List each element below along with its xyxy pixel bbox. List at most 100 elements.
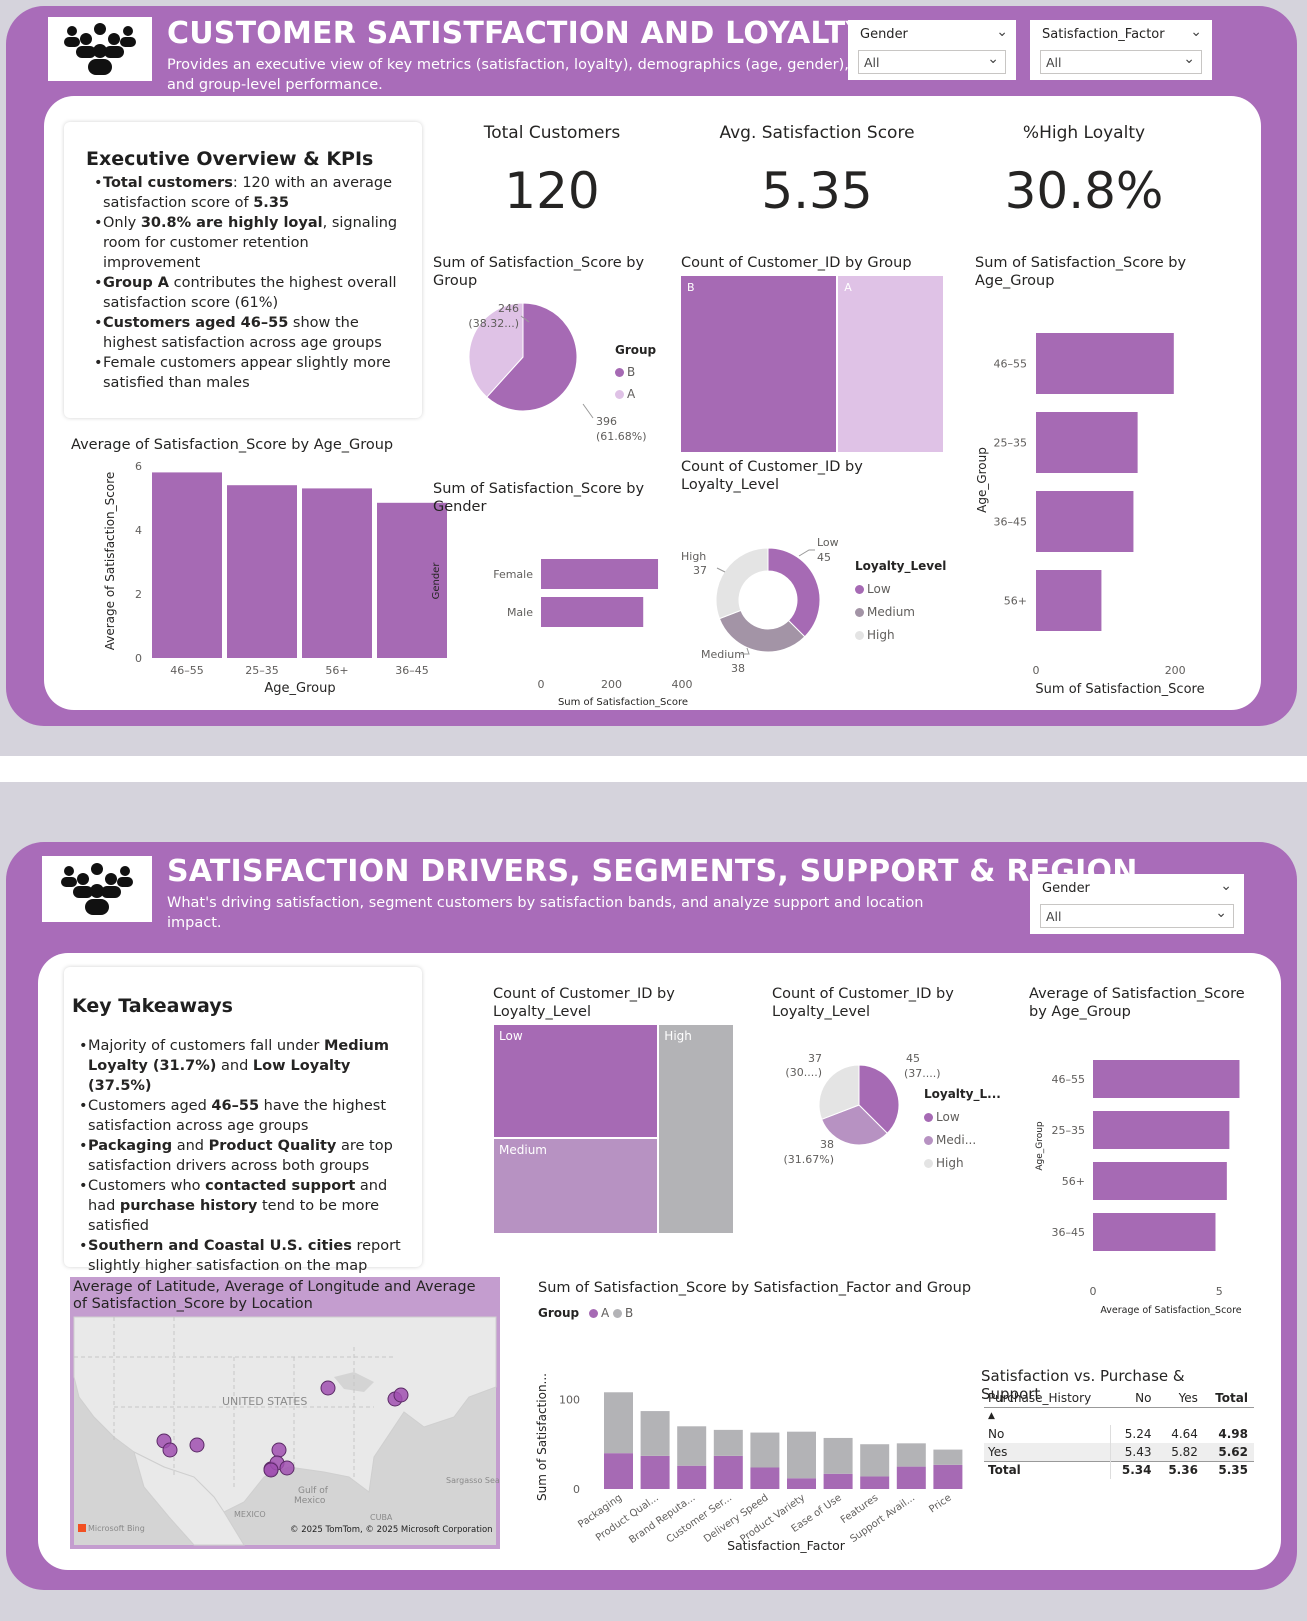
bar-segment-b[interactable] <box>604 1392 633 1454</box>
matrix-cell: 4.98 <box>1218 1427 1248 1441</box>
chevron-down-icon[interactable]: ⌄ <box>1190 24 1202 40</box>
location-map-visual[interactable]: Average of Latitude, Average of Longitud… <box>70 1277 500 1549</box>
bar-segment-b[interactable] <box>713 1429 743 1456</box>
bar-segment-b[interactable] <box>640 1411 670 1456</box>
treemap-cell-a[interactable]: A <box>838 276 943 452</box>
factor-chart-legend[interactable]: Group A B <box>538 1306 633 1320</box>
pie-loyalty-legend[interactable]: Loyalty_L... Low Medi... High <box>924 1083 1001 1175</box>
bar[interactable] <box>152 472 222 658</box>
treemap-cell-b[interactable]: B <box>681 276 837 452</box>
bar[interactable] <box>227 485 297 658</box>
matrix-row[interactable]: Yes 5.43 5.82 5.62 <box>984 1443 1254 1461</box>
bar[interactable] <box>302 488 372 658</box>
location-bubble[interactable] <box>393 1387 409 1403</box>
slice-a[interactable] <box>468 302 524 398</box>
gender-chart[interactable]: Female Male 0 200 400 Gender Sum of Satisfacti… <box>431 551 693 709</box>
slice-b[interactable] <box>486 302 578 412</box>
bar[interactable] <box>1093 1060 1240 1098</box>
location-bubble[interactable] <box>189 1437 205 1453</box>
treemap-cell-high[interactable]: High <box>659 1025 733 1233</box>
bar-segment-a[interactable] <box>677 1465 707 1489</box>
bar[interactable] <box>1093 1213 1216 1251</box>
bar-segment-a[interactable] <box>860 1476 890 1489</box>
bar-segment-a[interactable] <box>823 1473 853 1489</box>
sort-arrow-icon[interactable]: ▲ <box>988 1410 995 1421</box>
treemap-loyalty-chart[interactable]: Low Medium High <box>494 1025 733 1233</box>
bar-segment-a[interactable] <box>896 1466 926 1489</box>
pie-loyalty-chart[interactable]: 45 (37....) 37(30....) 38 (31.67%) <box>772 1052 1002 1213</box>
location-bubble[interactable] <box>263 1462 279 1478</box>
legend-item-b[interactable]: B <box>613 1306 633 1320</box>
treemap-cell-low[interactable]: Low <box>494 1025 658 1137</box>
bar[interactable] <box>541 559 659 589</box>
slice-low[interactable] <box>858 1064 900 1134</box>
legend-item-high[interactable]: High <box>855 628 895 642</box>
matrix-row[interactable]: No 5.24 4.64 4.98 <box>984 1425 1254 1443</box>
bar-segment-b[interactable] <box>896 1443 926 1467</box>
bar-segment-a[interactable] <box>640 1455 670 1489</box>
treemap-cell-medium[interactable]: Medium <box>494 1138 658 1233</box>
age-avg-chart[interactable]: 46–55 25–35 56+ 36–45 0 2 4 6 Average of Satisfa… <box>64 456 447 710</box>
x-axis-title: Satisfaction_Factor <box>727 1538 846 1553</box>
slice-high[interactable] <box>715 547 769 620</box>
bar[interactable] <box>1093 1162 1227 1200</box>
location-bubble[interactable] <box>162 1442 178 1458</box>
gender-slicer[interactable]: Gender ⌄ All ⌄ <box>1030 874 1244 934</box>
bar[interactable] <box>1036 412 1138 473</box>
age-sum-chart[interactable]: 46–55 25–35 36–45 56+ 0 200 Age_Group Sum of Sa… <box>975 306 1235 706</box>
pie-group-chart[interactable]: 246 (38.32...) 396 (61.68%) <box>433 296 673 456</box>
loyalty-legend[interactable]: Loyalty_Level Low Medium High <box>855 555 946 647</box>
legend-item-low[interactable]: Low <box>855 582 891 596</box>
bar-segment-b[interactable] <box>677 1426 707 1466</box>
bar-segment-b[interactable] <box>787 1431 816 1479</box>
bar-segment-b[interactable] <box>860 1444 890 1477</box>
tick-label: 5 <box>1216 1285 1223 1298</box>
matrix-total-row[interactable]: Total 5.34 5.36 5.35 <box>984 1461 1254 1479</box>
legend-item-medium[interactable]: Medium <box>855 605 915 619</box>
legend-item-low[interactable]: Low <box>924 1110 960 1124</box>
location-bubble[interactable] <box>320 1380 336 1396</box>
chevron-down-icon[interactable]: ⌄ <box>1220 878 1232 894</box>
legend-item-medium[interactable]: Medi... <box>924 1133 976 1147</box>
satisfaction-factor-slicer[interactable]: Satisfaction_Factor ⌄ All ⌄ <box>1030 20 1212 80</box>
gender-slicer[interactable]: Gender ⌄ All ⌄ <box>848 20 1016 80</box>
slice-medium[interactable] <box>718 609 806 653</box>
slice-medium[interactable] <box>821 1104 888 1146</box>
slice-low[interactable] <box>767 547 821 638</box>
gender-dropdown[interactable]: All ⌄ <box>858 50 1006 74</box>
bar[interactable] <box>1036 491 1134 552</box>
legend-item-a[interactable]: A <box>615 387 635 401</box>
bar-segment-b[interactable] <box>750 1432 780 1468</box>
slice-high[interactable] <box>818 1064 860 1120</box>
gender-dropdown[interactable]: All ⌄ <box>1040 904 1234 928</box>
legend-item-a[interactable]: A <box>583 1306 609 1320</box>
bar-segment-a[interactable] <box>933 1464 963 1489</box>
location-bubble[interactable] <box>271 1442 287 1458</box>
bar-segment-a[interactable] <box>604 1453 633 1489</box>
legend-item-high[interactable]: High <box>924 1156 964 1170</box>
bar[interactable] <box>1036 333 1174 394</box>
location-bubble[interactable] <box>279 1460 295 1476</box>
chevron-down-icon[interactable]: ⌄ <box>996 24 1008 40</box>
map-label-sea: Sargasso Sea <box>446 1476 500 1485</box>
bar[interactable] <box>377 502 447 658</box>
bar[interactable] <box>1036 570 1102 631</box>
satisfaction-matrix[interactable]: Purchase_History No Yes Total ▲ No 5.24 … <box>984 1389 1254 1479</box>
bar-segment-b[interactable] <box>933 1449 963 1465</box>
bar[interactable] <box>541 597 644 627</box>
age-avg-bar-chart[interactable]: 46–55 25–35 56+ 36–45 0 5 Age_Group Average of … <box>1029 1043 1269 1316</box>
bar-segment-a[interactable] <box>713 1455 743 1489</box>
bar-segment-b[interactable] <box>823 1437 853 1474</box>
map-label-gulf: Mexico <box>294 1496 326 1506</box>
legend-item-b[interactable]: B <box>615 365 635 379</box>
bar-segment-a[interactable] <box>750 1467 780 1489</box>
matrix-corner-header[interactable]: Purchase_History <box>988 1390 1092 1405</box>
bar[interactable] <box>1093 1111 1230 1149</box>
pie-group-legend[interactable]: Group B A <box>615 339 656 405</box>
satisfaction-factor-dropdown[interactable]: All ⌄ <box>1040 50 1202 74</box>
bar-segment-a[interactable] <box>787 1478 816 1489</box>
